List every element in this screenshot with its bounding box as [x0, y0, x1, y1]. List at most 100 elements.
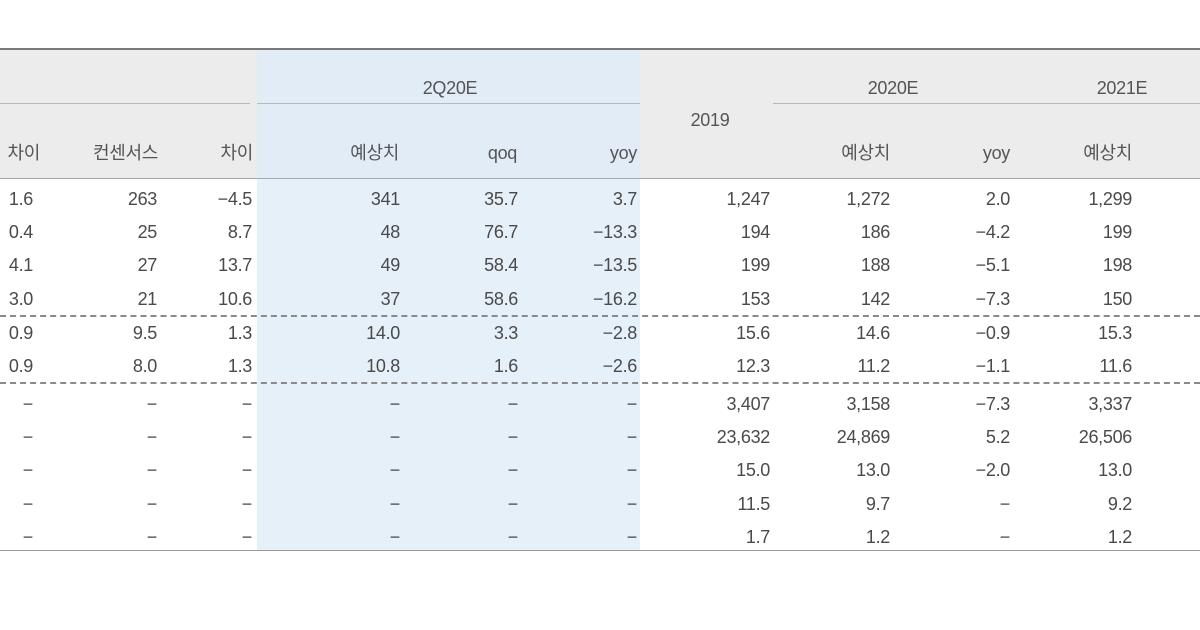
top-rule — [0, 48, 1200, 50]
table-cell: 58.4 — [484, 255, 518, 275]
dashed-separator — [0, 315, 1200, 317]
table-cell: − — [241, 527, 253, 547]
sub-rule-2q20e — [257, 103, 640, 104]
sub-rule-left — [0, 103, 250, 104]
table-cell: − — [507, 527, 519, 547]
table-cell: − — [507, 494, 519, 514]
table-cell: 0.4 — [8, 222, 33, 242]
header-bottom-rule — [0, 178, 1200, 179]
header-col-consensus: 컨센서스 — [92, 143, 158, 163]
table-cell: − — [999, 494, 1011, 514]
table-cell: 142 — [860, 289, 890, 309]
header-col-yoy-2020e: yoy — [982, 143, 1010, 163]
dashed-separator — [0, 382, 1200, 384]
header-col-diff-1: 차이 — [7, 143, 40, 163]
table-cell: −4.2 — [975, 222, 1011, 242]
table-cell: 11.6 — [1099, 356, 1133, 376]
table-cell: − — [389, 460, 401, 480]
table-cell: 23,632 — [716, 427, 771, 447]
highlight-header-2q20e — [257, 50, 640, 178]
header-group-2020e: 2020E — [867, 78, 919, 98]
header-group-2021e: 2021E — [1096, 78, 1148, 98]
table-cell: 3,158 — [846, 394, 890, 414]
table-cell: 0.9 — [8, 356, 33, 376]
table-cell: 12.3 — [736, 356, 770, 376]
table-cell: − — [241, 460, 253, 480]
table-cell: − — [389, 394, 401, 414]
table-cell: − — [146, 460, 158, 480]
table-cell: −2.6 — [602, 356, 638, 376]
table-cell: − — [146, 494, 158, 514]
table-cell: − — [241, 394, 253, 414]
table-cell: 186 — [860, 222, 890, 242]
table-cell: −4.5 — [217, 189, 253, 209]
table-cell: 188 — [860, 255, 890, 275]
table-cell: 198 — [1102, 255, 1132, 275]
table-cell: 3.0 — [8, 289, 33, 309]
table-cell: −5.1 — [975, 255, 1011, 275]
table-cell: 27 — [137, 255, 158, 275]
table-cell: − — [389, 427, 401, 447]
table-cell: 49 — [380, 255, 401, 275]
header-col-estimate-2020e: 예상치 — [841, 143, 890, 163]
table-cell: − — [146, 527, 158, 547]
table-cell: − — [626, 527, 638, 547]
table-cell: − — [507, 460, 519, 480]
table-cell: − — [507, 394, 519, 414]
table-cell: 48 — [380, 222, 401, 242]
table-cell: −0.9 — [975, 323, 1011, 343]
table-cell: −13.5 — [592, 255, 637, 275]
table-cell: 3.7 — [612, 189, 637, 209]
table-cell: 13.7 — [218, 255, 252, 275]
table-cell: 10.6 — [218, 289, 252, 309]
table-cell: − — [389, 527, 401, 547]
table-cell: 8.0 — [132, 356, 157, 376]
table-cell: 1,247 — [726, 189, 770, 209]
table-cell: 37 — [380, 289, 401, 309]
table-cell: 1.6 — [8, 189, 33, 209]
header-col-estimate-2q20e: 예상치 — [350, 143, 399, 163]
table-cell: 0.9 — [8, 323, 33, 343]
table-cell: 13.0 — [1098, 460, 1132, 480]
header-group-2q20e: 2Q20E — [422, 78, 478, 98]
table-cell: − — [22, 527, 34, 547]
table-cell: 9.7 — [865, 494, 890, 514]
table-cell: 21 — [137, 289, 158, 309]
table-cell: 10.8 — [366, 356, 400, 376]
sub-rule-2020e — [773, 103, 1200, 104]
table-cell: 1,272 — [846, 189, 890, 209]
table-cell: 5.2 — [985, 427, 1010, 447]
table-cell: 3.3 — [493, 323, 518, 343]
table-cell: − — [22, 494, 34, 514]
table-cell: − — [626, 494, 638, 514]
table-cell: 24,869 — [836, 427, 891, 447]
table-cell: 1.3 — [227, 356, 252, 376]
table-cell: −1.1 — [975, 356, 1011, 376]
header-col-2019: 2019 — [690, 110, 730, 130]
table-cell: 1,299 — [1088, 189, 1132, 209]
table-cell: − — [146, 427, 158, 447]
table-cell: 3,337 — [1088, 394, 1132, 414]
table-cell: − — [626, 394, 638, 414]
table-cell: 13.0 — [856, 460, 890, 480]
table-cell: 194 — [740, 222, 770, 242]
table-cell: 35.7 — [484, 189, 518, 209]
table-cell: − — [22, 460, 34, 480]
table-cell: 14.6 — [856, 323, 890, 343]
table-cell: 11.5 — [737, 494, 771, 514]
table-cell: 1.2 — [1107, 527, 1132, 547]
table-cell: −7.3 — [975, 394, 1011, 414]
table-cell: − — [241, 494, 253, 514]
table-cell: 4.1 — [8, 255, 33, 275]
header-col-diff-2: 차이 — [220, 143, 253, 163]
table-cell: 1.6 — [493, 356, 518, 376]
table-cell: 153 — [740, 289, 770, 309]
header-col-yoy-2q20e: yoy — [609, 143, 637, 163]
table-cell: 15.6 — [736, 323, 770, 343]
table-cell: − — [999, 527, 1011, 547]
table-cell: 14.0 — [366, 323, 400, 343]
table-cell: 341 — [370, 189, 400, 209]
table-cell: 11.2 — [857, 356, 891, 376]
table-cell: 76.7 — [484, 222, 518, 242]
table-cell: 9.5 — [132, 323, 157, 343]
